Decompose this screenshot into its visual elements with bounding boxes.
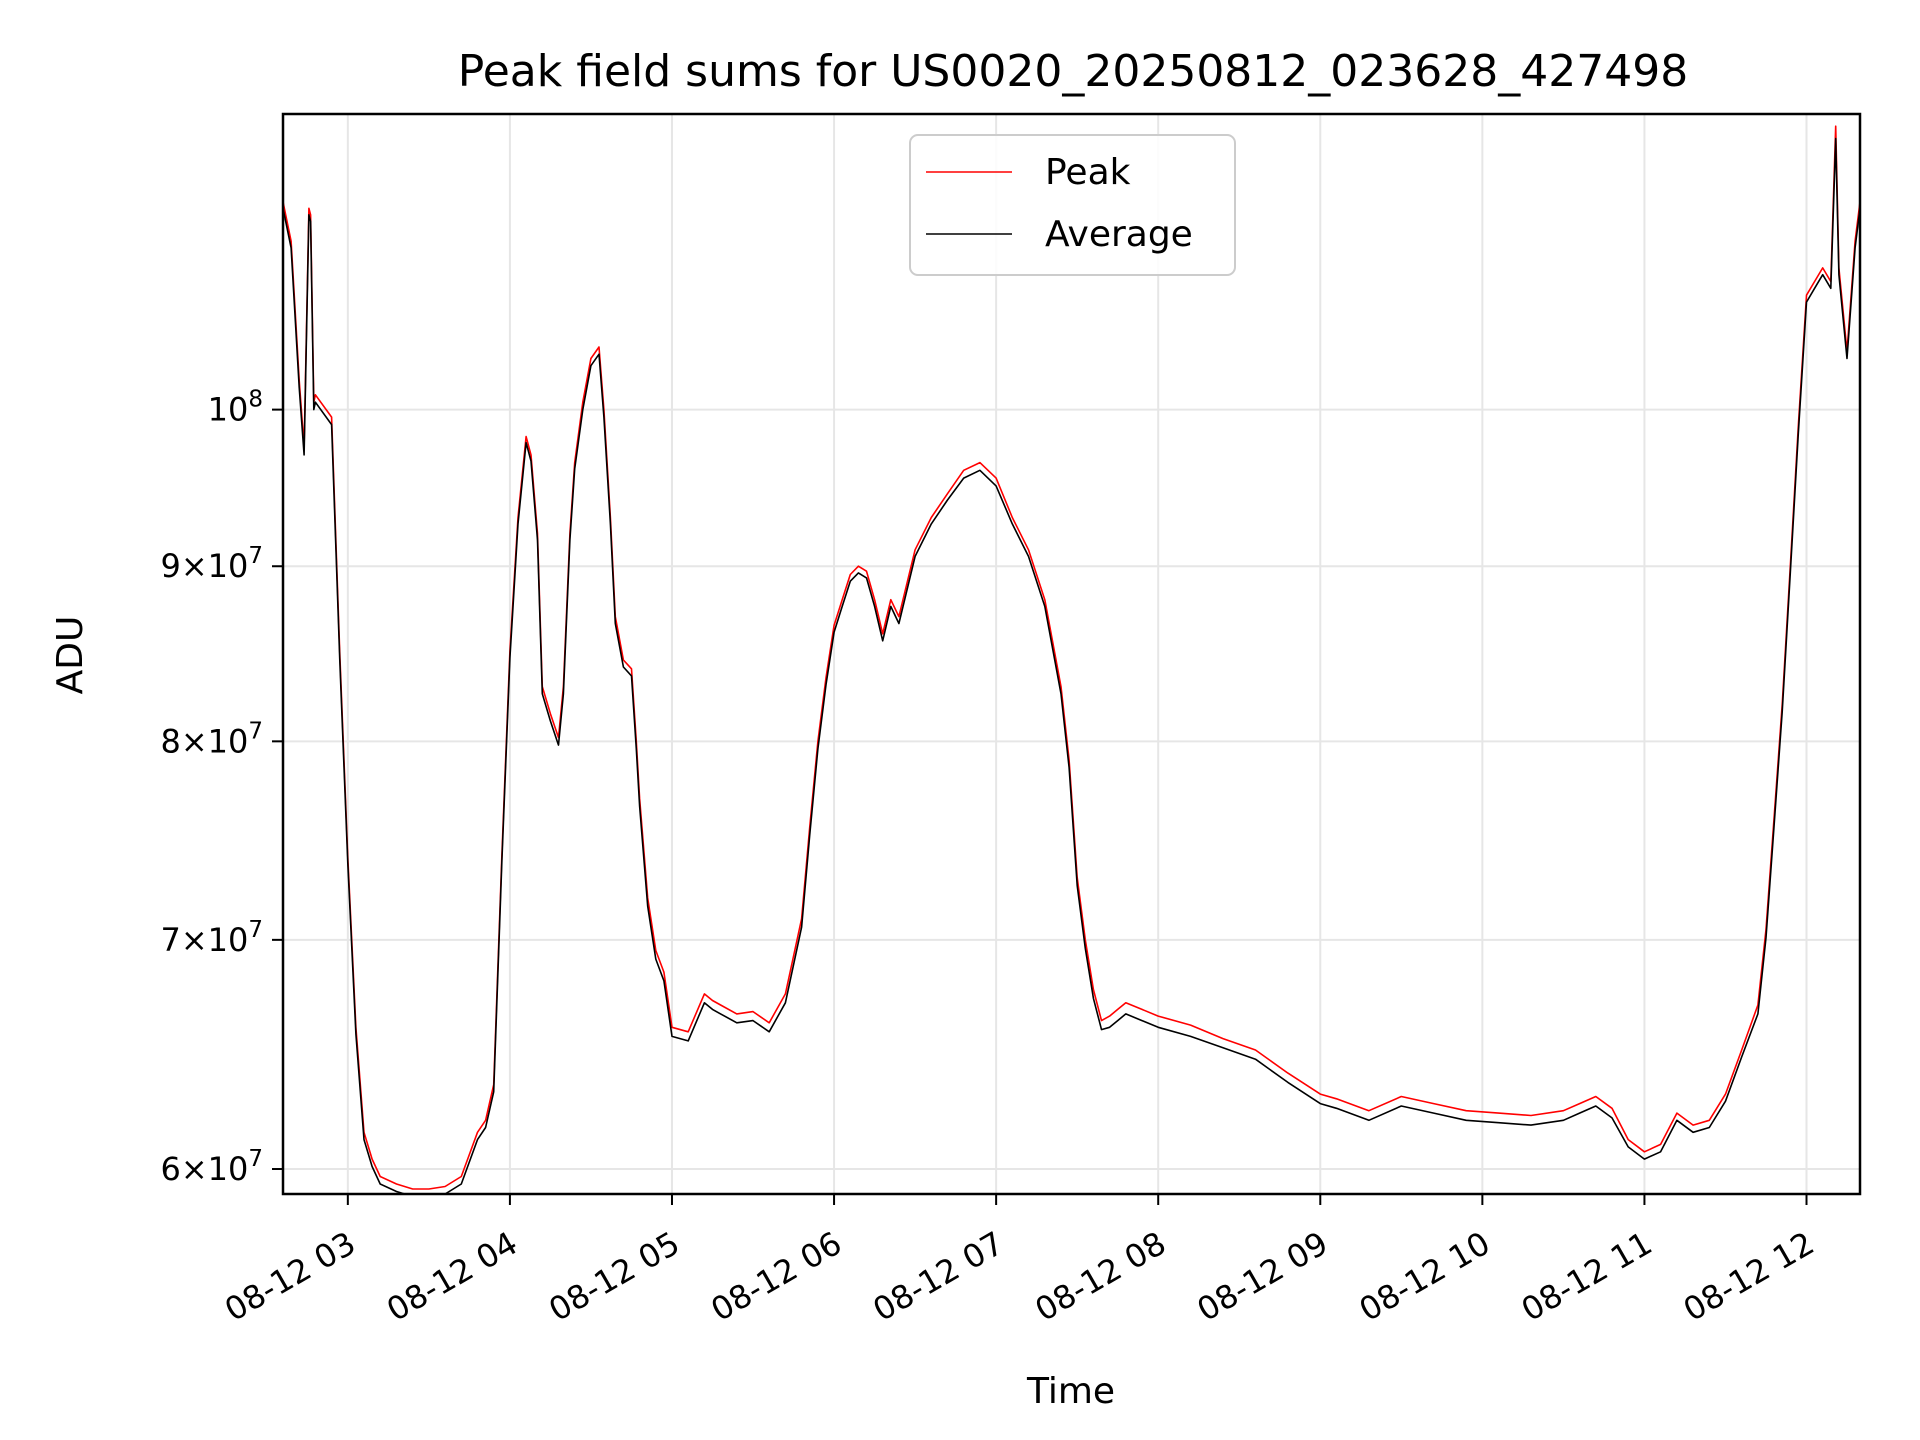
y-tick-label: 6×107 — [160, 1146, 263, 1188]
series-layer — [283, 125, 1860, 1194]
y-tick-base: 8×10 — [160, 722, 248, 760]
series-group — [283, 125, 1860, 1194]
y-tick-exponent: 8 — [248, 387, 263, 413]
y-tick-label: 8×107 — [160, 718, 263, 760]
series-line-peak — [283, 125, 1860, 1190]
y-tick-exponent: 7 — [248, 917, 263, 943]
chart-title: Peak field sums for US0020_20250812_0236… — [458, 46, 1688, 97]
y-tick-exponent: 7 — [248, 718, 263, 744]
y-tick-exponent: 7 — [248, 543, 263, 569]
y-tick-base: 6×10 — [160, 1150, 248, 1188]
legend-average-label: Average — [1045, 214, 1193, 255]
y-tick-base: 7×10 — [160, 921, 248, 959]
y-axis-label: ADU — [50, 616, 91, 695]
x-axis-label: Time — [1026, 1371, 1115, 1412]
y-tick-exponent: 7 — [248, 1146, 263, 1172]
grid — [283, 114, 1860, 1194]
series-line-average — [283, 137, 1860, 1194]
y-tick-base: 10 — [208, 391, 249, 429]
plot-frame — [281, 112, 1862, 1196]
y-tick-label: 108 — [208, 387, 263, 429]
y-tick-label: 7×107 — [160, 917, 263, 959]
y-tick-base: 9×10 — [160, 547, 248, 585]
y-tick-label: 9×107 — [160, 543, 263, 585]
legend-peak-label: Peak — [1045, 152, 1131, 193]
legend-box — [909, 134, 1236, 276]
legend: Peak Average — [909, 134, 1236, 276]
